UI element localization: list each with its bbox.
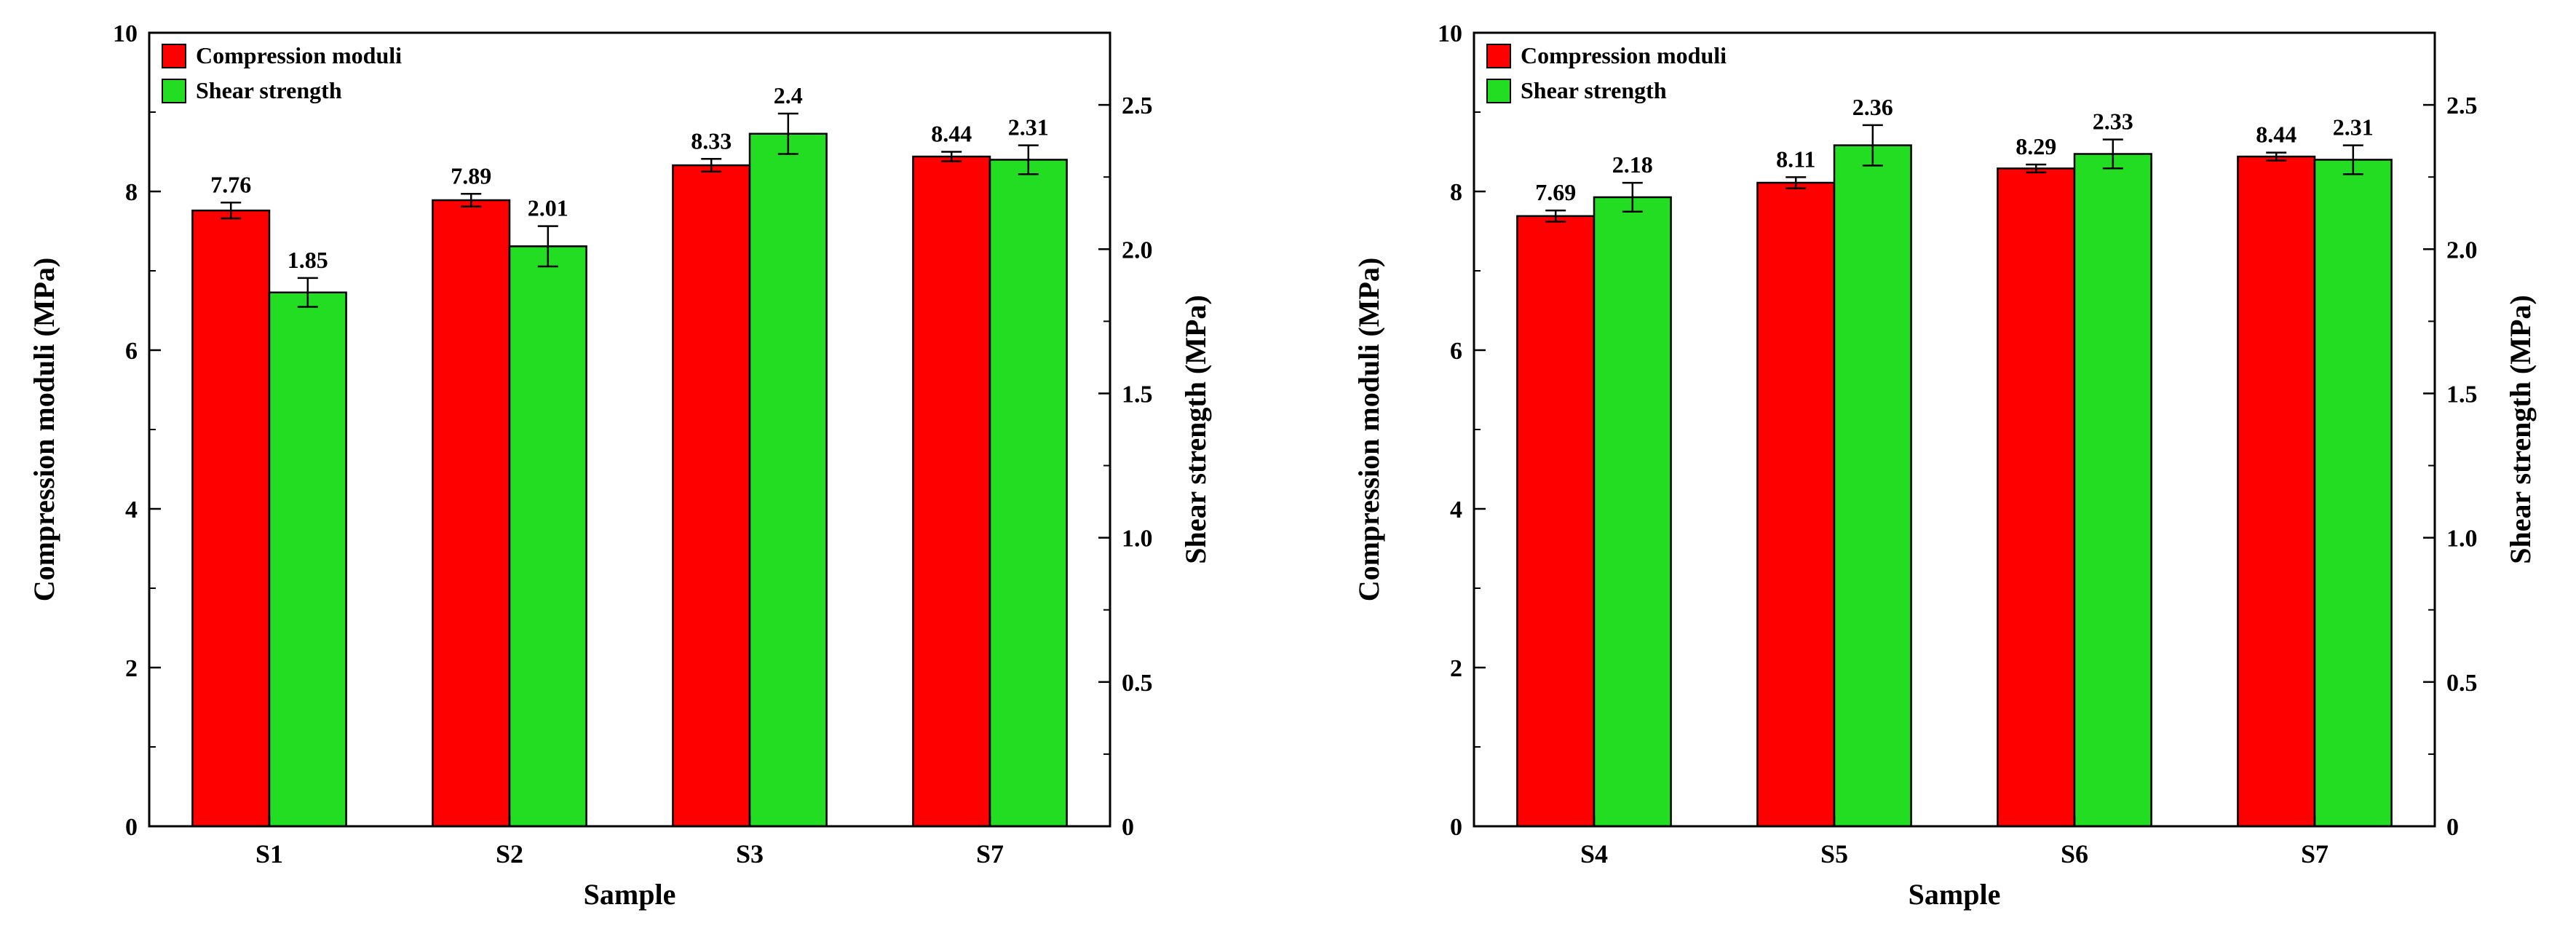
left-tick-label: 2 (1450, 655, 1462, 682)
value-label-S2: 2.01 (528, 195, 568, 221)
bar-S2-compression (432, 199, 511, 828)
left-tick-label: 4 (125, 496, 138, 523)
bar-S1-shear (268, 291, 347, 828)
left-axis-title: Compression moduli (MPa) (28, 258, 60, 602)
left-tick-label: 2 (125, 655, 138, 682)
value-label-S5: 8.11 (1776, 146, 1815, 172)
value-label-S4: 2.18 (1612, 151, 1653, 178)
right-tick-label: 2.5 (2446, 92, 2478, 119)
value-label-S6: 2.33 (2093, 108, 2133, 135)
category-label-S4: S4 (1580, 839, 1608, 868)
value-label-S5: 2.36 (1852, 94, 1893, 120)
bar-S1-compression (191, 209, 271, 828)
right-tick-label: 1.0 (1122, 526, 1153, 553)
value-label-S1: 1.85 (288, 247, 328, 273)
left-tick-label: 8 (1450, 179, 1462, 206)
value-label-S4: 7.69 (1535, 179, 1576, 205)
bar-S7-shear (2313, 159, 2393, 828)
legend-label-compression: Compression moduli (1521, 42, 1727, 68)
bar-S6-shear (2073, 153, 2152, 828)
bar-S4-shear (1593, 196, 1672, 828)
right-tick-label: 2.0 (1122, 237, 1153, 264)
bar-S6-compression (1997, 167, 2076, 828)
value-label-S7: 2.31 (2333, 114, 2374, 141)
right-tick-label: 0 (2446, 814, 2459, 841)
left-tick-label: 6 (125, 338, 138, 365)
bar-S5-compression (1756, 181, 1836, 828)
right-tick-label: 1.5 (2446, 381, 2478, 408)
value-label-S3: 2.4 (774, 82, 803, 108)
legend-swatch-shear (162, 79, 186, 103)
left-axis-title: Compression moduli (MPa) (1352, 258, 1385, 602)
category-label-S1: S1 (255, 839, 283, 868)
legend-swatch-compression (1486, 44, 1511, 68)
left-tick-label: 10 (113, 20, 138, 47)
legend-label-compression: Compression moduli (196, 42, 402, 68)
left-tick-label: 6 (1450, 338, 1462, 365)
right-tick-label: 1.5 (1122, 381, 1153, 408)
left-tick-label: 0 (1450, 814, 1462, 841)
value-label-S3: 8.33 (691, 127, 732, 154)
left-tick-label: 4 (1450, 496, 1462, 523)
x-axis-title: Sample (1909, 878, 2001, 911)
right-tick-label: 0 (1122, 814, 1134, 841)
category-label-S3: S3 (736, 839, 764, 868)
x-axis-title: Sample (584, 878, 676, 911)
category-label-S2: S2 (496, 839, 523, 868)
left-tick-label: 0 (125, 814, 138, 841)
chart-compression-shear-s1-s3-s7: 7.76 1.85 7.89 2.01 8.33 2.4 8.44 2.31 0 2 4 6 8 10 0 0… (22, 7, 1230, 928)
right-tick-label: 0.5 (1122, 670, 1153, 697)
bar-S7-shear (988, 159, 1068, 828)
category-label-S5: S5 (1820, 839, 1848, 868)
category-label-S6: S6 (2061, 839, 2088, 868)
value-label-S2: 7.89 (451, 162, 491, 189)
right-axis-title: Shear strength (MPa) (2504, 295, 2537, 564)
bar-S7-compression (912, 155, 991, 828)
bar-S7-compression (2237, 155, 2316, 828)
bar-S3-compression (672, 164, 751, 828)
bar-S2-shear (508, 245, 587, 828)
value-label-S6: 8.29 (2016, 133, 2056, 159)
value-label-S7: 2.31 (1008, 114, 1049, 141)
value-label-S1: 7.76 (210, 171, 251, 197)
chart-compression-shear-s4-s6-s7: 7.69 2.18 8.11 2.36 8.29 2.33 8.44 2.31 0 2 4 6 8 10 0… (1347, 7, 2555, 928)
chart-2-svg: 7.69 2.18 8.11 2.36 8.29 2.33 8.44 2.31 0 2 4 6 8 10 0… (1352, 20, 2537, 911)
value-label-S7: 8.44 (931, 121, 972, 147)
category-label-S7: S7 (2301, 839, 2329, 868)
bar-S4-compression (1516, 215, 1596, 828)
chart-1-svg: 7.76 1.85 7.89 2.01 8.33 2.4 8.44 2.31 0 2 4 6 8 10 0 0… (28, 20, 1212, 911)
left-tick-label: 8 (125, 179, 138, 206)
right-axis-title: Shear strength (MPa) (1179, 295, 1212, 564)
left-tick-label: 10 (1438, 20, 1462, 47)
legend-swatch-compression (162, 44, 186, 68)
right-tick-label: 0.5 (2446, 670, 2478, 697)
right-tick-label: 2.5 (1122, 92, 1153, 119)
bar-S5-shear (1833, 144, 1912, 828)
category-label-S7: S7 (976, 839, 1004, 868)
legend-label-shear: Shear strength (1521, 77, 1667, 103)
value-label-S7: 8.44 (2256, 122, 2296, 148)
bar-S3-shear (748, 132, 828, 828)
right-tick-label: 2.0 (2446, 237, 2478, 264)
legend-label-shear: Shear strength (196, 77, 342, 103)
right-tick-label: 1.0 (2446, 526, 2478, 553)
legend-swatch-shear (1486, 79, 1511, 103)
